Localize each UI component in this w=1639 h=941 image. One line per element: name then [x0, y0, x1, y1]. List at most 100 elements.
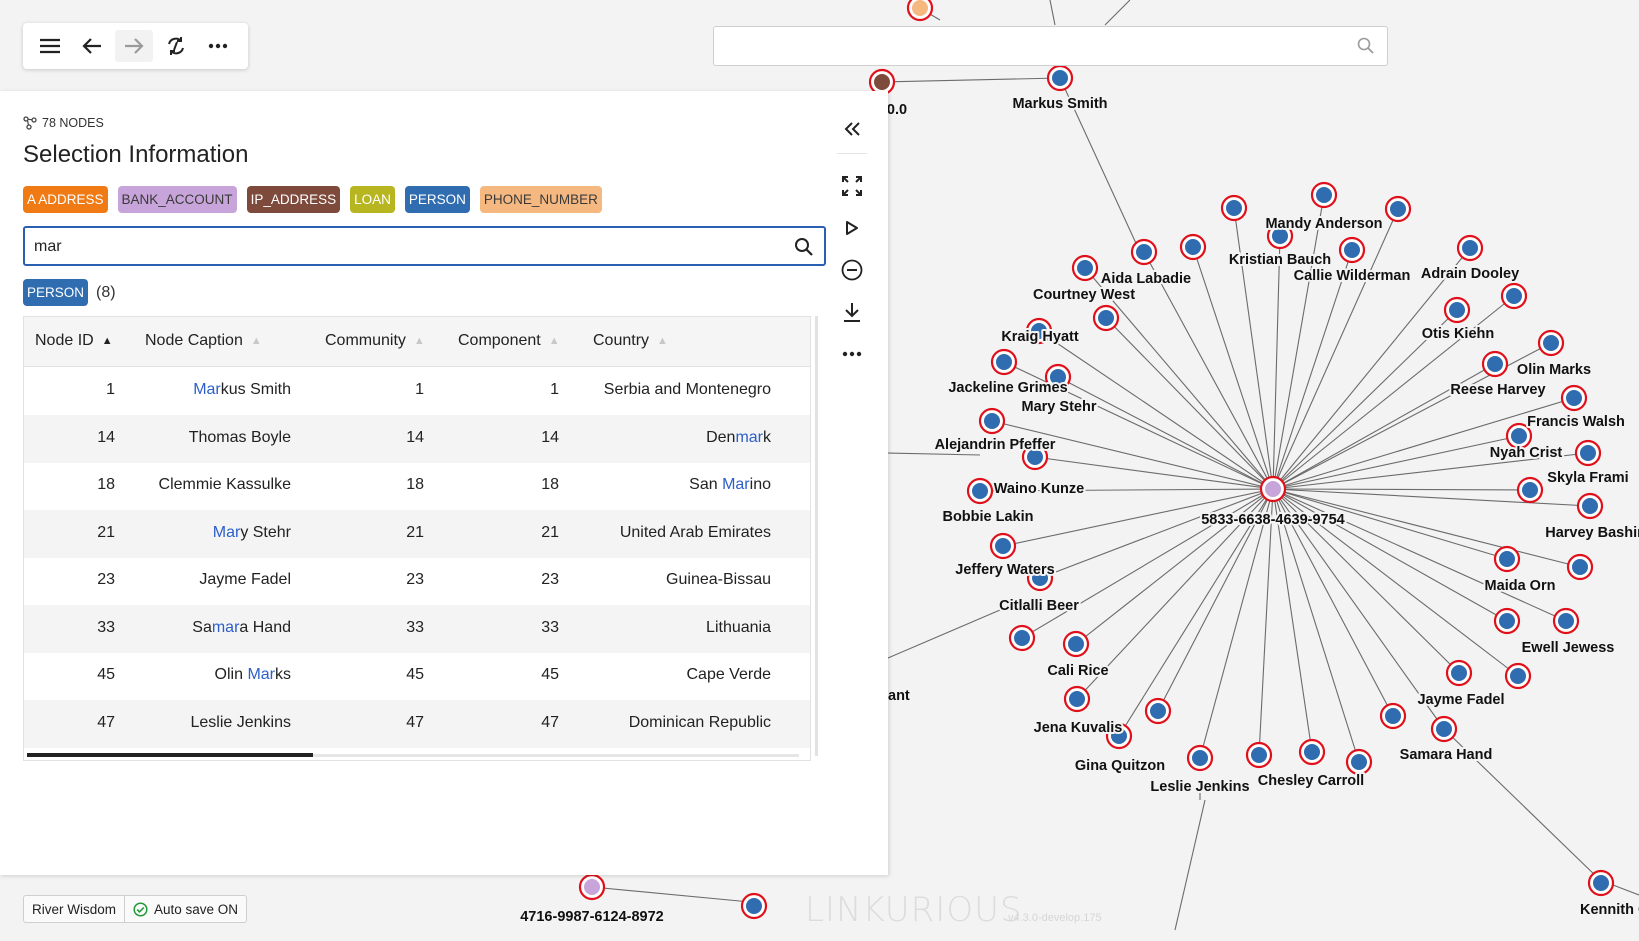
phone-number-node[interactable]	[906, 0, 934, 22]
person-node[interactable]	[1587, 869, 1615, 897]
person-node[interactable]	[1345, 748, 1373, 776]
person-node[interactable]	[1493, 545, 1521, 573]
result-category-chip[interactable]: PERSON	[23, 279, 89, 306]
person-node[interactable]	[1026, 564, 1054, 592]
check-circle-icon	[133, 901, 148, 917]
node-id-text: 21	[97, 523, 115, 541]
person-node[interactable]	[1071, 254, 1099, 282]
table-row[interactable]: 18 Clemmie Kassulke 18 18 San Marino	[24, 462, 810, 510]
sync-button[interactable]	[157, 30, 195, 62]
back-button[interactable]	[73, 30, 111, 62]
person-node[interactable]	[1505, 422, 1533, 450]
col-community[interactable]: Community ▲	[325, 332, 425, 350]
person-node[interactable]	[1266, 222, 1294, 250]
table-row[interactable]: 33 Samara Hand 33 33 Lithuania	[24, 604, 810, 653]
category-chip[interactable]: PERSON	[404, 186, 470, 213]
person-node[interactable]	[1574, 439, 1602, 467]
component-text: 47	[541, 713, 559, 731]
person-node[interactable]	[1021, 443, 1049, 471]
person-node[interactable]	[1430, 715, 1458, 743]
person-node[interactable]	[1456, 234, 1484, 262]
person-node[interactable]	[1566, 553, 1594, 581]
person-node[interactable]	[1516, 476, 1544, 504]
person-node[interactable]	[1537, 329, 1565, 357]
table-row[interactable]: 1 Markus Smith 1 1 Serbia and Montenegro	[24, 367, 810, 415]
play-button[interactable]	[834, 210, 870, 246]
graph-edge	[1272, 295, 1515, 490]
more-button[interactable]	[199, 30, 237, 62]
person-node[interactable]	[1338, 236, 1366, 264]
person-node[interactable]	[740, 892, 768, 920]
person-node[interactable]	[1493, 607, 1521, 635]
person-node[interactable]	[1044, 363, 1072, 391]
table-row[interactable]: 21 Mary Stehr 21 21 United Arab Emirates	[24, 509, 810, 558]
horizontal-scrollbar-thumb[interactable]	[27, 753, 313, 757]
person-node[interactable]	[1560, 384, 1588, 412]
graph-nodes[interactable]	[578, 0, 1615, 920]
caption-text: y Stehr	[240, 523, 291, 541]
person-node[interactable]	[1552, 607, 1580, 635]
person-node[interactable]	[1186, 744, 1214, 772]
more-actions-button[interactable]	[834, 336, 870, 372]
table-row[interactable]: 23 Jayme Fadel 23 23 Guinea-Bissau	[24, 557, 810, 605]
col-node-caption[interactable]: Node Caption ▲	[145, 332, 262, 350]
person-node[interactable]	[1063, 685, 1091, 713]
person-node[interactable]	[1576, 492, 1604, 520]
node-filter-input[interactable]: mar	[23, 226, 826, 266]
category-chip[interactable]: A ADDRESS	[23, 186, 108, 213]
person-node[interactable]	[990, 348, 1018, 376]
person-node[interactable]	[966, 477, 994, 505]
category-chip[interactable]: PHONE_NUMBER	[479, 186, 602, 213]
person-node[interactable]	[1481, 350, 1509, 378]
person-node[interactable]	[1445, 659, 1473, 687]
remove-button[interactable]	[834, 252, 870, 288]
person-node[interactable]	[1379, 702, 1407, 730]
category-chip[interactable]: IP_ADDRESS	[246, 186, 341, 213]
col-node-id-label: Node ID	[35, 332, 94, 349]
graph-edge	[1272, 397, 1575, 490]
autosave-status[interactable]: Auto save ON	[124, 896, 246, 922]
person-node[interactable]	[1179, 233, 1207, 261]
person-node[interactable]	[1025, 317, 1053, 345]
category-chip[interactable]: LOAN	[350, 186, 395, 213]
component-text: 33	[541, 618, 559, 636]
person-node[interactable]	[1298, 738, 1326, 766]
horizontal-scrollbar[interactable]	[27, 754, 799, 757]
person-node[interactable]	[1092, 304, 1120, 332]
forward-button[interactable]	[115, 30, 153, 62]
ip-address-node[interactable]	[868, 68, 896, 96]
menu-button[interactable]	[31, 30, 69, 62]
user-badge[interactable]: River Wisdom	[24, 896, 124, 922]
collapse-panel-button[interactable]	[834, 111, 870, 147]
person-node[interactable]	[1500, 282, 1528, 310]
person-node[interactable]	[989, 532, 1017, 560]
bank-account-node[interactable]	[578, 873, 606, 901]
person-node[interactable]	[1443, 296, 1471, 324]
person-node[interactable]	[1384, 195, 1412, 223]
person-node[interactable]	[1310, 181, 1338, 209]
person-node[interactable]	[1008, 624, 1036, 652]
person-node[interactable]	[1046, 64, 1074, 92]
col-component[interactable]: Component ▲	[458, 332, 560, 350]
vertical-scrollbar[interactable]	[815, 316, 818, 756]
person-node[interactable]	[1105, 722, 1133, 750]
person-node[interactable]	[1504, 662, 1532, 690]
table-row[interactable]: 14 Thomas Boyle 14 14 Denmark	[24, 414, 810, 463]
col-country[interactable]: Country ▲	[593, 332, 668, 350]
person-node[interactable]	[1245, 741, 1273, 769]
table-row[interactable]: 45 Olin Marks 45 45 Cape Verde	[24, 652, 810, 700]
graph-search-input[interactable]	[713, 26, 1388, 66]
person-node[interactable]	[1144, 697, 1172, 725]
download-button[interactable]	[834, 294, 870, 330]
person-node[interactable]	[1062, 630, 1090, 658]
bank-account-hub-node[interactable]	[1259, 475, 1287, 503]
person-node[interactable]	[1220, 194, 1248, 222]
person-node[interactable]	[978, 407, 1006, 435]
table-row[interactable]: 47 Leslie Jenkins 47 47 Dominican Republic	[24, 699, 810, 748]
category-chip[interactable]: BANK_ACCOUNT	[117, 186, 237, 213]
fit-screen-button[interactable]	[834, 168, 870, 204]
col-node-id[interactable]: Node ID ▲	[35, 332, 113, 350]
node-label: 0.0	[887, 102, 907, 118]
person-node[interactable]	[1130, 238, 1158, 266]
